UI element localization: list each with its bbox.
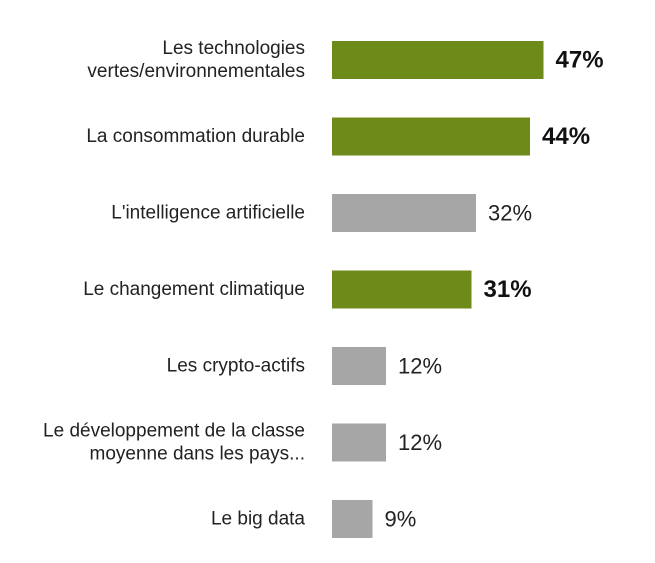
bar-5 bbox=[332, 423, 386, 462]
value-label-4: 12% bbox=[398, 354, 442, 379]
category-label-3: Le changement climatique bbox=[83, 279, 305, 300]
category-label-0-line-1: vertes/environnementales bbox=[87, 61, 305, 82]
category-labels: Les technologies vertes/environnementales… bbox=[43, 38, 305, 530]
category-label-4-line-0: Les crypto-actifs bbox=[167, 356, 305, 377]
category-label-6-line-0: Le big data bbox=[211, 509, 305, 530]
value-label-2: 32% bbox=[488, 201, 532, 226]
value-label-6: 9% bbox=[385, 507, 417, 532]
bar-4 bbox=[332, 347, 386, 385]
bars bbox=[332, 41, 544, 538]
category-label-1: La consommation durable bbox=[86, 126, 305, 147]
value-label-0: 47% bbox=[556, 47, 604, 74]
category-label-0: Les technologies vertes/environnementales bbox=[87, 38, 305, 82]
category-label-5-line-1: moyenne dans les pays... bbox=[90, 444, 305, 465]
category-label-5-line-0: Le développement de la classe bbox=[43, 421, 305, 442]
category-label-2-line-0: L'intelligence artificielle bbox=[111, 203, 305, 224]
category-label-6: Le big data bbox=[211, 509, 305, 530]
value-label-3: 31% bbox=[484, 276, 532, 303]
bar-6 bbox=[332, 500, 373, 538]
bar-1 bbox=[332, 117, 530, 156]
category-label-0-line-0: Les technologies bbox=[162, 38, 305, 59]
bar-3 bbox=[332, 270, 472, 309]
category-label-1-line-0: La consommation durable bbox=[86, 126, 305, 147]
value-labels: 47% 44% 32% 31% 12% 12% 9% bbox=[385, 47, 604, 532]
value-label-1: 44% bbox=[542, 123, 590, 150]
category-label-5: Le développement de la classe moyenne dan… bbox=[43, 421, 305, 465]
category-label-4: Les crypto-actifs bbox=[167, 356, 305, 377]
category-label-3-line-0: Le changement climatique bbox=[83, 279, 305, 300]
category-label-2: L'intelligence artificielle bbox=[111, 203, 305, 224]
value-label-5: 12% bbox=[398, 430, 442, 455]
bar-2 bbox=[332, 194, 476, 232]
bar-0 bbox=[332, 41, 544, 79]
